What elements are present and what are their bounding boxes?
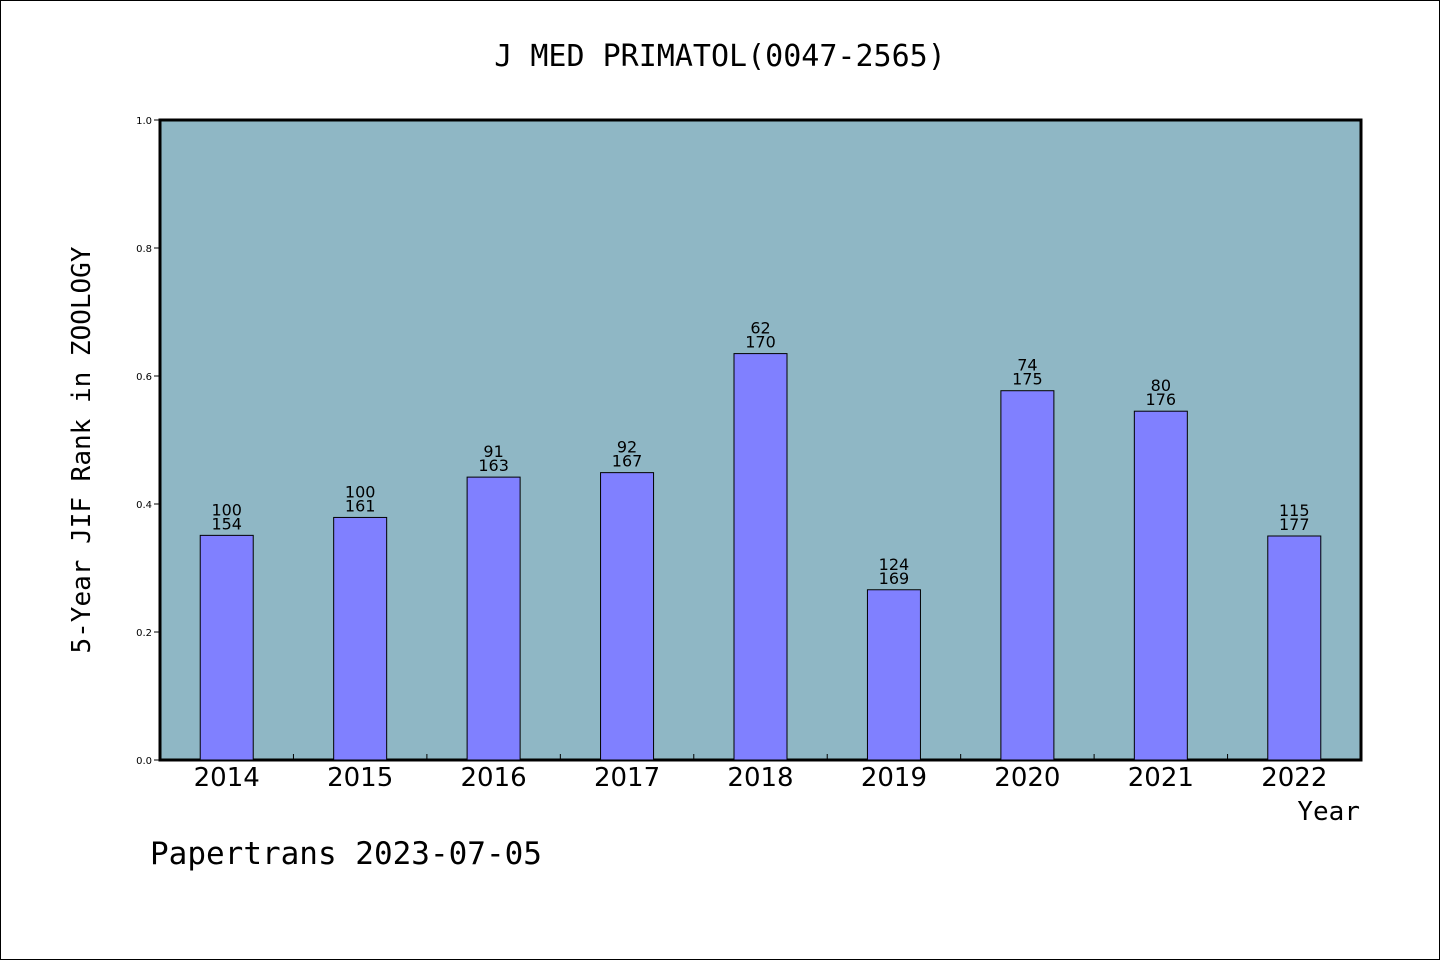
- x-tick-label: 2014: [194, 763, 260, 793]
- bar-total-label: 169: [879, 569, 910, 588]
- x-tick-label: 2020: [994, 763, 1060, 793]
- y-tick-label: 0.4: [136, 500, 152, 511]
- bar-rank-label: 115: [1279, 501, 1310, 520]
- y-tick-label: 1.0: [136, 116, 152, 127]
- y-axis: 0.0 0.2 0.4 0.6 0.8 1.0: [136, 116, 160, 767]
- bar-2019: [866, 589, 921, 761]
- x-tick-label: 2017: [594, 763, 660, 793]
- bar-2020: [1000, 390, 1055, 761]
- bar-2015: [333, 516, 388, 761]
- y-axis-label: 5-Year JIF Rank in ZOOLOGY: [67, 246, 97, 653]
- chart-title: J MED PRIMATOL(0047-2565): [494, 39, 946, 74]
- x-tick-label: 2022: [1261, 763, 1327, 793]
- y-tick-label: 0.8: [136, 244, 152, 255]
- bar-rank-label: 91: [483, 442, 503, 461]
- bar-total-label: 167: [612, 452, 643, 471]
- bar-total-label: 163: [478, 456, 509, 475]
- bar-total-label: 154: [211, 514, 242, 533]
- bar-rank-label: 92: [617, 438, 637, 457]
- y-tick-label: 0.6: [136, 372, 152, 383]
- bar-rank-label: 100: [211, 500, 242, 519]
- bar-2017: [600, 472, 655, 761]
- bar-rank-label: 62: [750, 319, 770, 338]
- bar-total-label: 176: [1146, 390, 1177, 409]
- bar-total-label: 170: [745, 333, 776, 352]
- x-axis: 2014 2015 2016 2017 2018 2019 2020 2021 2022: [194, 754, 1327, 793]
- x-tick-label: 2015: [327, 763, 393, 793]
- y-tick-label: 0.2: [136, 628, 152, 639]
- bar-2022: [1267, 535, 1322, 761]
- bar-2021: [1133, 410, 1188, 761]
- bar-total-label: 175: [1012, 370, 1043, 389]
- bar-total-label: 177: [1279, 515, 1310, 534]
- bar-rank-label: 100: [345, 482, 376, 501]
- x-tick-label: 2019: [861, 763, 927, 793]
- x-axis-label: Year: [1297, 797, 1360, 827]
- bar-2016: [466, 476, 521, 761]
- footer-source-date: Papertrans 2023-07-05: [150, 836, 542, 872]
- bar-2018: [733, 353, 788, 761]
- y-tick-label: 0.0: [136, 756, 152, 767]
- bar-rank-label: 80: [1151, 376, 1171, 395]
- x-tick-label: 2021: [1128, 763, 1194, 793]
- x-tick-label: 2016: [461, 763, 527, 793]
- x-tick-label: 2018: [727, 763, 793, 793]
- bar-2014: [199, 534, 254, 761]
- bar-total-label: 161: [345, 496, 376, 515]
- bar-rank-label: 124: [879, 555, 910, 574]
- bar-rank-label: 74: [1017, 356, 1037, 375]
